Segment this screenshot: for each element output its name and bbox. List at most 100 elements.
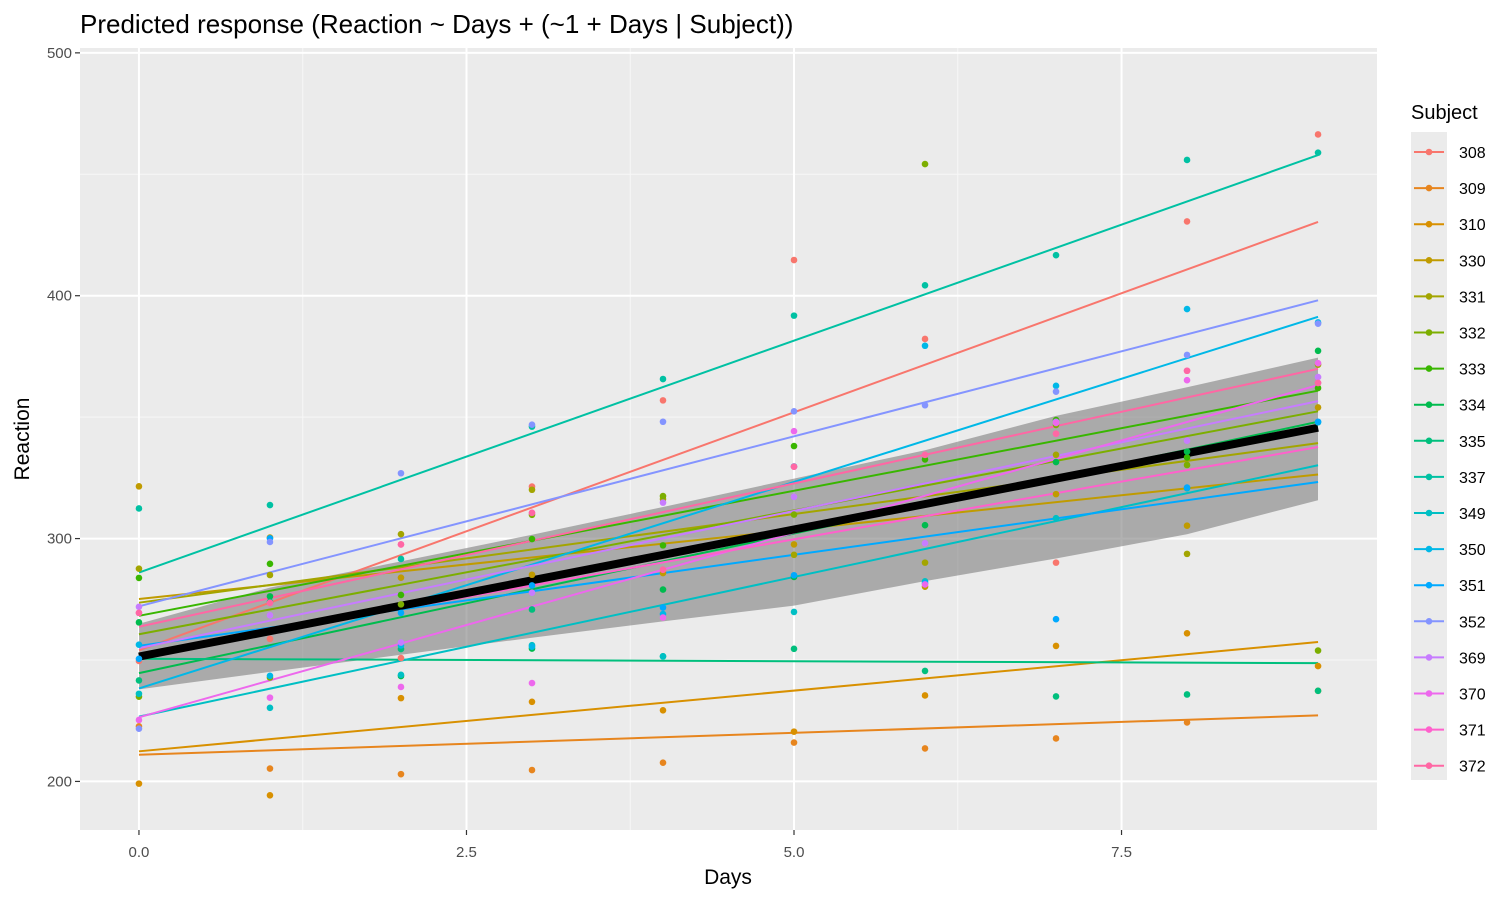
subject-line-337 <box>138 154 1319 574</box>
data-point-309 <box>921 745 929 752</box>
data-point-309 <box>528 766 536 774</box>
legend-label-332: 332 <box>1459 326 1486 343</box>
fixed-effect-layer <box>138 423 1319 661</box>
data-point-310 <box>790 728 798 735</box>
data-point-369 <box>659 499 667 506</box>
x-tick-label: 2.5 <box>456 844 477 861</box>
data-point-337 <box>1052 251 1060 259</box>
legend-label-310: 310 <box>1459 217 1486 234</box>
data-point-333 <box>659 542 667 549</box>
y-tick-label: 200 <box>47 773 72 790</box>
data-point-330 <box>1314 404 1322 411</box>
data-point-350 <box>135 641 143 648</box>
data-point-330 <box>135 483 143 490</box>
data-point-352 <box>266 538 274 546</box>
legend-key-point-334 <box>1425 401 1433 409</box>
fixed-effect-line <box>138 423 1319 661</box>
subject-line-350 <box>138 315 1319 690</box>
data-point-310 <box>266 791 274 799</box>
data-point-332 <box>1314 647 1322 654</box>
data-point-332 <box>659 492 667 500</box>
legend-key-point-330 <box>1425 257 1433 264</box>
legend-label-330: 330 <box>1459 253 1486 270</box>
data-point-334 <box>921 521 929 529</box>
data-point-370 <box>397 683 405 691</box>
data-point-370 <box>135 716 143 724</box>
legend-label-369: 369 <box>1459 650 1486 667</box>
data-point-351 <box>1183 484 1191 491</box>
data-point-330 <box>1052 490 1060 498</box>
data-point-369 <box>1314 373 1322 381</box>
data-point-308 <box>659 397 667 404</box>
data-point-370 <box>790 427 798 435</box>
data-point-352 <box>135 725 143 733</box>
legend: 308 309 310 330 331 332 333 334 335 337 349 350 351 3… <box>1414 145 1486 776</box>
data-point-308 <box>1314 131 1322 138</box>
data-point-335 <box>921 667 929 675</box>
data-point-331 <box>790 551 798 559</box>
legend-label-337: 337 <box>1459 470 1486 487</box>
data-point-337 <box>135 505 143 512</box>
data-point-333 <box>1183 454 1191 461</box>
legend-label-334: 334 <box>1459 398 1486 415</box>
data-point-330 <box>1183 522 1191 529</box>
data-point-372 <box>659 566 667 573</box>
data-point-350 <box>1183 305 1191 313</box>
data-point-350 <box>1052 382 1060 390</box>
data-point-369 <box>790 493 798 501</box>
data-point-352 <box>397 469 405 477</box>
data-point-349 <box>1052 514 1060 522</box>
data-point-370 <box>921 581 929 588</box>
data-point-333 <box>528 535 536 543</box>
data-point-335 <box>1314 687 1322 695</box>
legend-key-point-371 <box>1425 726 1433 733</box>
legend-key-point-308 <box>1425 148 1433 156</box>
legend-label-352: 352 <box>1459 614 1486 631</box>
legend-label-349: 349 <box>1459 506 1486 523</box>
data-point-309 <box>1052 735 1060 742</box>
data-point-369 <box>397 639 405 646</box>
data-point-308 <box>1052 559 1060 566</box>
data-point-352 <box>528 421 536 428</box>
legend-key-point-352 <box>1425 618 1433 625</box>
data-point-372 <box>1052 430 1060 437</box>
data-point-352 <box>1052 388 1060 395</box>
data-point-352 <box>921 401 929 409</box>
legend-label-370: 370 <box>1459 687 1486 704</box>
data-point-335 <box>1183 691 1191 698</box>
legend-key-point-333 <box>1425 365 1433 372</box>
legend-title: Subject <box>1411 102 1478 124</box>
x-tick-label: 5.0 <box>784 844 805 861</box>
data-point-337 <box>266 501 274 509</box>
data-point-332 <box>921 160 929 168</box>
data-point-369 <box>921 539 929 547</box>
data-point-309 <box>790 739 798 746</box>
data-point-370 <box>266 694 274 701</box>
data-point-349 <box>659 653 667 660</box>
data-point-331 <box>921 559 929 566</box>
data-point-333 <box>790 442 798 450</box>
legend-key-point-372 <box>1425 762 1433 769</box>
data-point-331 <box>135 565 143 572</box>
data-point-372 <box>1314 379 1322 387</box>
data-point-337 <box>1183 156 1191 164</box>
y-tick-label: 500 <box>47 45 72 62</box>
subject-line-310 <box>138 641 1319 753</box>
legend-key-point-350 <box>1425 545 1433 553</box>
y-axis-title: Reaction <box>11 398 34 481</box>
data-point-308 <box>790 256 798 264</box>
data-point-335 <box>790 645 798 653</box>
data-point-334 <box>1052 458 1060 466</box>
legend-key-point-370 <box>1425 690 1433 697</box>
subject-line-352 <box>138 299 1319 608</box>
data-point-370 <box>528 679 536 687</box>
data-point-334 <box>1314 347 1322 355</box>
legend-label-335: 335 <box>1459 434 1486 451</box>
data-point-330 <box>790 541 798 548</box>
y-axis-ticks: 200 300 400 500 <box>47 45 80 790</box>
data-point-333 <box>397 591 405 599</box>
data-point-349 <box>266 704 274 712</box>
data-point-372 <box>135 609 143 617</box>
data-point-337 <box>921 281 929 289</box>
